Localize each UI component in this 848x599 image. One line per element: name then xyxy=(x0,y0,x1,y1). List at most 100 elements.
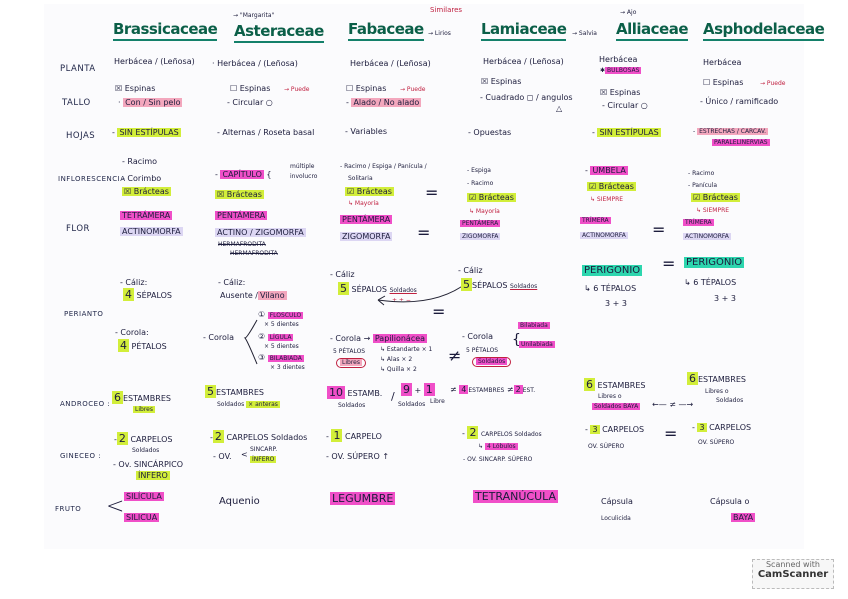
corola-brace xyxy=(243,319,258,365)
lam-flor2: ZIGOMORFA xyxy=(460,233,501,240)
equals-sign: = xyxy=(662,254,676,273)
fab-inf1: - Racimo / Espiga / Panícula / xyxy=(340,163,427,170)
not-equal-sign: ≠ xyxy=(450,385,457,394)
row-label-gineceo: GINECEO : xyxy=(60,452,102,460)
title-asphodelaceae: Asphodelaceae xyxy=(703,20,825,41)
fab-libres: Libres xyxy=(340,359,362,366)
lam-bracteas: ☑ Brácteas xyxy=(467,193,516,202)
fab-tallo: Alado / No alado xyxy=(351,98,422,107)
lam-gineceo-ovario: - OV. SINCARP. SÚPERO xyxy=(463,456,533,463)
lam-inf2: - Racimo xyxy=(467,180,494,187)
androceo-arrow-neq: ←— ≠ —→ xyxy=(652,400,694,409)
row-label-tallo: TALLO xyxy=(62,98,91,108)
fab-p3: ↳ Quilla × 2 xyxy=(380,366,417,373)
all-espinas: ☒ Espinas xyxy=(600,88,641,97)
asp-bracteas: ☑ Brácteas xyxy=(691,193,740,202)
fab-petalos: 5 PÉTALOS xyxy=(333,348,366,355)
lam-soldados: Soldados xyxy=(476,358,508,365)
fruto-brace: < xyxy=(106,494,125,519)
bra-androceo-sub: Libres xyxy=(133,406,155,413)
lam-androceo-text: ESTAMBRES xyxy=(468,387,505,394)
lam-bilabiada: Bilabiada xyxy=(518,322,550,329)
ast-flor4: HERMAFRODITA xyxy=(230,250,278,257)
ast-androceo-num: 5 xyxy=(205,385,216,398)
lam-gineceo-num: 2 xyxy=(467,426,479,439)
lam-bracteas-sub: ↳ Mayoría xyxy=(469,208,500,215)
ast-gineceo-ovario: - OV. xyxy=(213,452,232,461)
fab-caliz: - Cáliz xyxy=(330,270,355,279)
lam-flor1: PENTÁMERA xyxy=(460,220,501,227)
ast-gineceo-text: CARPELOS Soldados xyxy=(226,433,308,442)
title-lamiaceae: Lamiaceae xyxy=(481,20,567,41)
all-gineceo-ovario: OV. SÚPERO xyxy=(588,443,625,450)
notes-sheet xyxy=(44,4,804,549)
bra-gineceo-ovario: - Ov. SINCÁRPICO xyxy=(113,460,184,469)
fab-androceo-sub-b: Libre xyxy=(430,398,445,405)
fab-hojas: - Variables xyxy=(345,127,387,136)
all-bulbosas: BULBOSAS xyxy=(605,67,642,74)
bra-corola-num: 4 xyxy=(118,339,129,352)
lam-caliz-soldados: Soldados xyxy=(510,283,538,290)
fab-bracteas-sub: ↳ Mayoría xyxy=(348,200,379,207)
all-gineceo-num: 3 xyxy=(590,425,600,434)
bra-hojas: SIN ESTÍPULAS xyxy=(117,128,181,137)
ast-capitulo: CAPÍTULO xyxy=(220,170,264,179)
asp-androceo-sub: Libres o xyxy=(705,388,729,395)
all-androceo-num: 6 xyxy=(584,378,595,391)
all-androceo-sub: Libres o xyxy=(598,393,622,400)
not-equal-sign: ≠ xyxy=(448,346,462,365)
asp-puede: → Puede xyxy=(760,80,786,87)
asp-fruto1: Cápsula o xyxy=(710,497,750,506)
fab-caliz-soldados: Soldados xyxy=(389,287,417,294)
bra-flor1: TETRÁMERA xyxy=(120,211,173,220)
lam-caliz: - Cáliz xyxy=(458,266,483,275)
ast-corola: - Corola xyxy=(203,333,235,342)
all-bracteas: ☑ Brácteas xyxy=(587,182,636,191)
lam-triangulo: △ xyxy=(556,104,563,113)
ast-c3: BILABIADA xyxy=(267,355,304,362)
fab-fruto: LEGUMBRE xyxy=(330,492,396,505)
fab-androceo-sub-a: Soldados xyxy=(398,401,426,408)
fab-androceo-num: 10 xyxy=(327,386,345,399)
ast-flor1: PENTÁMERA xyxy=(215,211,268,220)
all-hojas: SIN ESTÍPULAS xyxy=(597,128,661,137)
bra-corola-text: PÉTALOS xyxy=(131,342,167,351)
ast-c1: FLOSCULO xyxy=(267,312,304,319)
ast-c2: LÍGULA xyxy=(267,334,294,341)
asp-gineceo-text: CARPELOS xyxy=(709,423,752,432)
asp-tepalos-sum: 3 + 3 xyxy=(714,294,736,303)
asp-bracteas-sub: ↳ SIEMPRE xyxy=(696,207,730,214)
asp-fruto2: BAYA xyxy=(731,513,756,522)
all-gineceo-text: CARPELOS xyxy=(602,425,645,434)
title-asteraceae: Asteraceae xyxy=(234,22,324,43)
equals-sign: = xyxy=(652,220,666,239)
ast-androceo-text: ESTAMBRES xyxy=(216,388,264,397)
lam-lobulos: 4 Lóbulos xyxy=(484,443,518,450)
asp-androceo-text: ESTAMBRES xyxy=(698,375,746,384)
bra-gineceo-infero: ÍNFERO xyxy=(136,471,170,480)
title-fabaceae: Fabaceae xyxy=(348,20,424,41)
equals-sign: = xyxy=(425,183,439,202)
all-fruto2: Loculicida xyxy=(601,515,631,522)
ast-espinas: ☐ Espinas xyxy=(230,84,271,93)
ast-flor3: HERMAFRODITA xyxy=(218,241,266,248)
fab-puede: → Puede xyxy=(400,86,426,93)
fab-p2: ↳ Alas × 2 xyxy=(380,356,413,363)
all-planta: Herbácea xyxy=(599,55,638,64)
ast-hojas: - Alternas / Roseta basal xyxy=(217,128,315,137)
ast-c3s: × 3 dientes xyxy=(270,364,305,371)
title-alliaceae: Alliaceae xyxy=(616,20,689,41)
lam-caliz-num: 5 xyxy=(461,278,472,291)
lam-inf1: - Espiga xyxy=(467,167,491,174)
bra-planta: Herbácea / (Leñosa) xyxy=(114,57,195,66)
all-androceo-text: ESTAMBRES xyxy=(597,381,646,390)
ast-androceo-sub: Soldados xyxy=(217,401,245,408)
ast-flor2: ACTINO / ZIGOMORFA xyxy=(215,228,306,237)
all-androceo-baya: Soldados BAYA xyxy=(592,403,641,410)
bra-inf1: - Racimo xyxy=(122,157,158,166)
asp-planta: Herbácea xyxy=(703,58,742,67)
fab-planta: Herbácea / (Leñosa) xyxy=(350,59,431,68)
asp-inf2: - Panícula xyxy=(688,182,718,189)
lam-caliz-text: SÉPALOS xyxy=(472,281,508,290)
ast-bracteas: ☒ Brácteas xyxy=(215,190,264,199)
